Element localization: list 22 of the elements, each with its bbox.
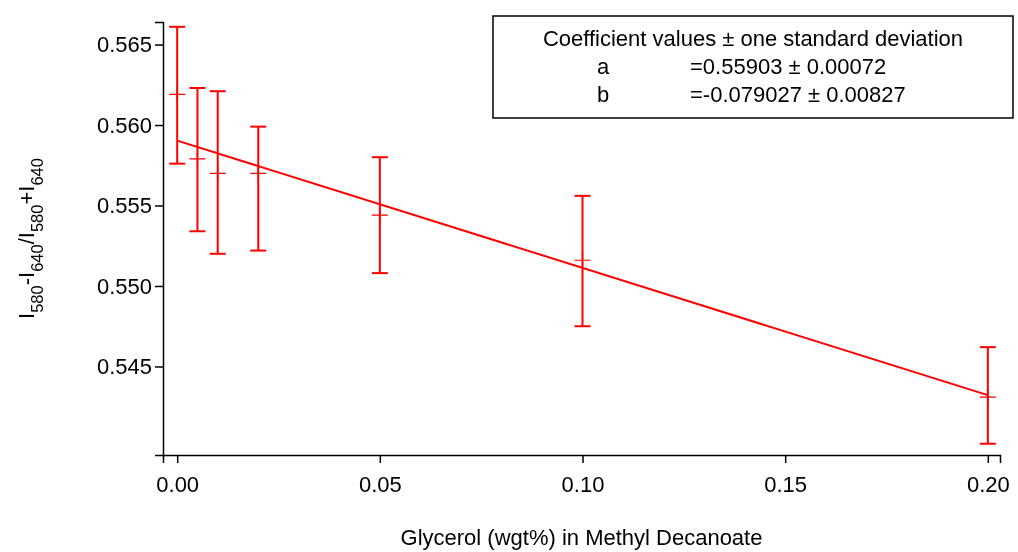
point <box>573 251 592 269</box>
y-tick-label: 0.545 <box>96 354 152 380</box>
x-tick-label: 0.20 <box>966 472 1010 498</box>
x-tick-label: 0.10 <box>561 472 605 498</box>
point <box>371 206 389 224</box>
annotation: b <box>596 82 610 107</box>
y-tick-label: 0.555 <box>96 193 152 219</box>
y-tick-label: 0.550 <box>96 273 152 299</box>
x-tick-label: 0.05 <box>358 472 402 498</box>
y-tick-label: 0.560 <box>96 112 152 138</box>
x-tick-label: 0.00 <box>156 472 200 498</box>
point <box>168 85 186 104</box>
annotation: =0.55903 ± 0.00072 <box>690 54 887 79</box>
point <box>209 164 227 182</box>
x-tick-label: 0.15 <box>764 472 808 498</box>
point <box>188 150 207 168</box>
x-axis-title: Glycerol (wgt%) in Methyl Decanoate <box>400 525 763 550</box>
annotation: a <box>596 54 610 79</box>
annotation: Coefficient values ± one standard deviation <box>542 26 964 51</box>
point <box>979 388 997 406</box>
annotation: =-0.079027 ± 0.00827 <box>690 82 906 107</box>
y-tick-label: 0.565 <box>96 32 152 58</box>
